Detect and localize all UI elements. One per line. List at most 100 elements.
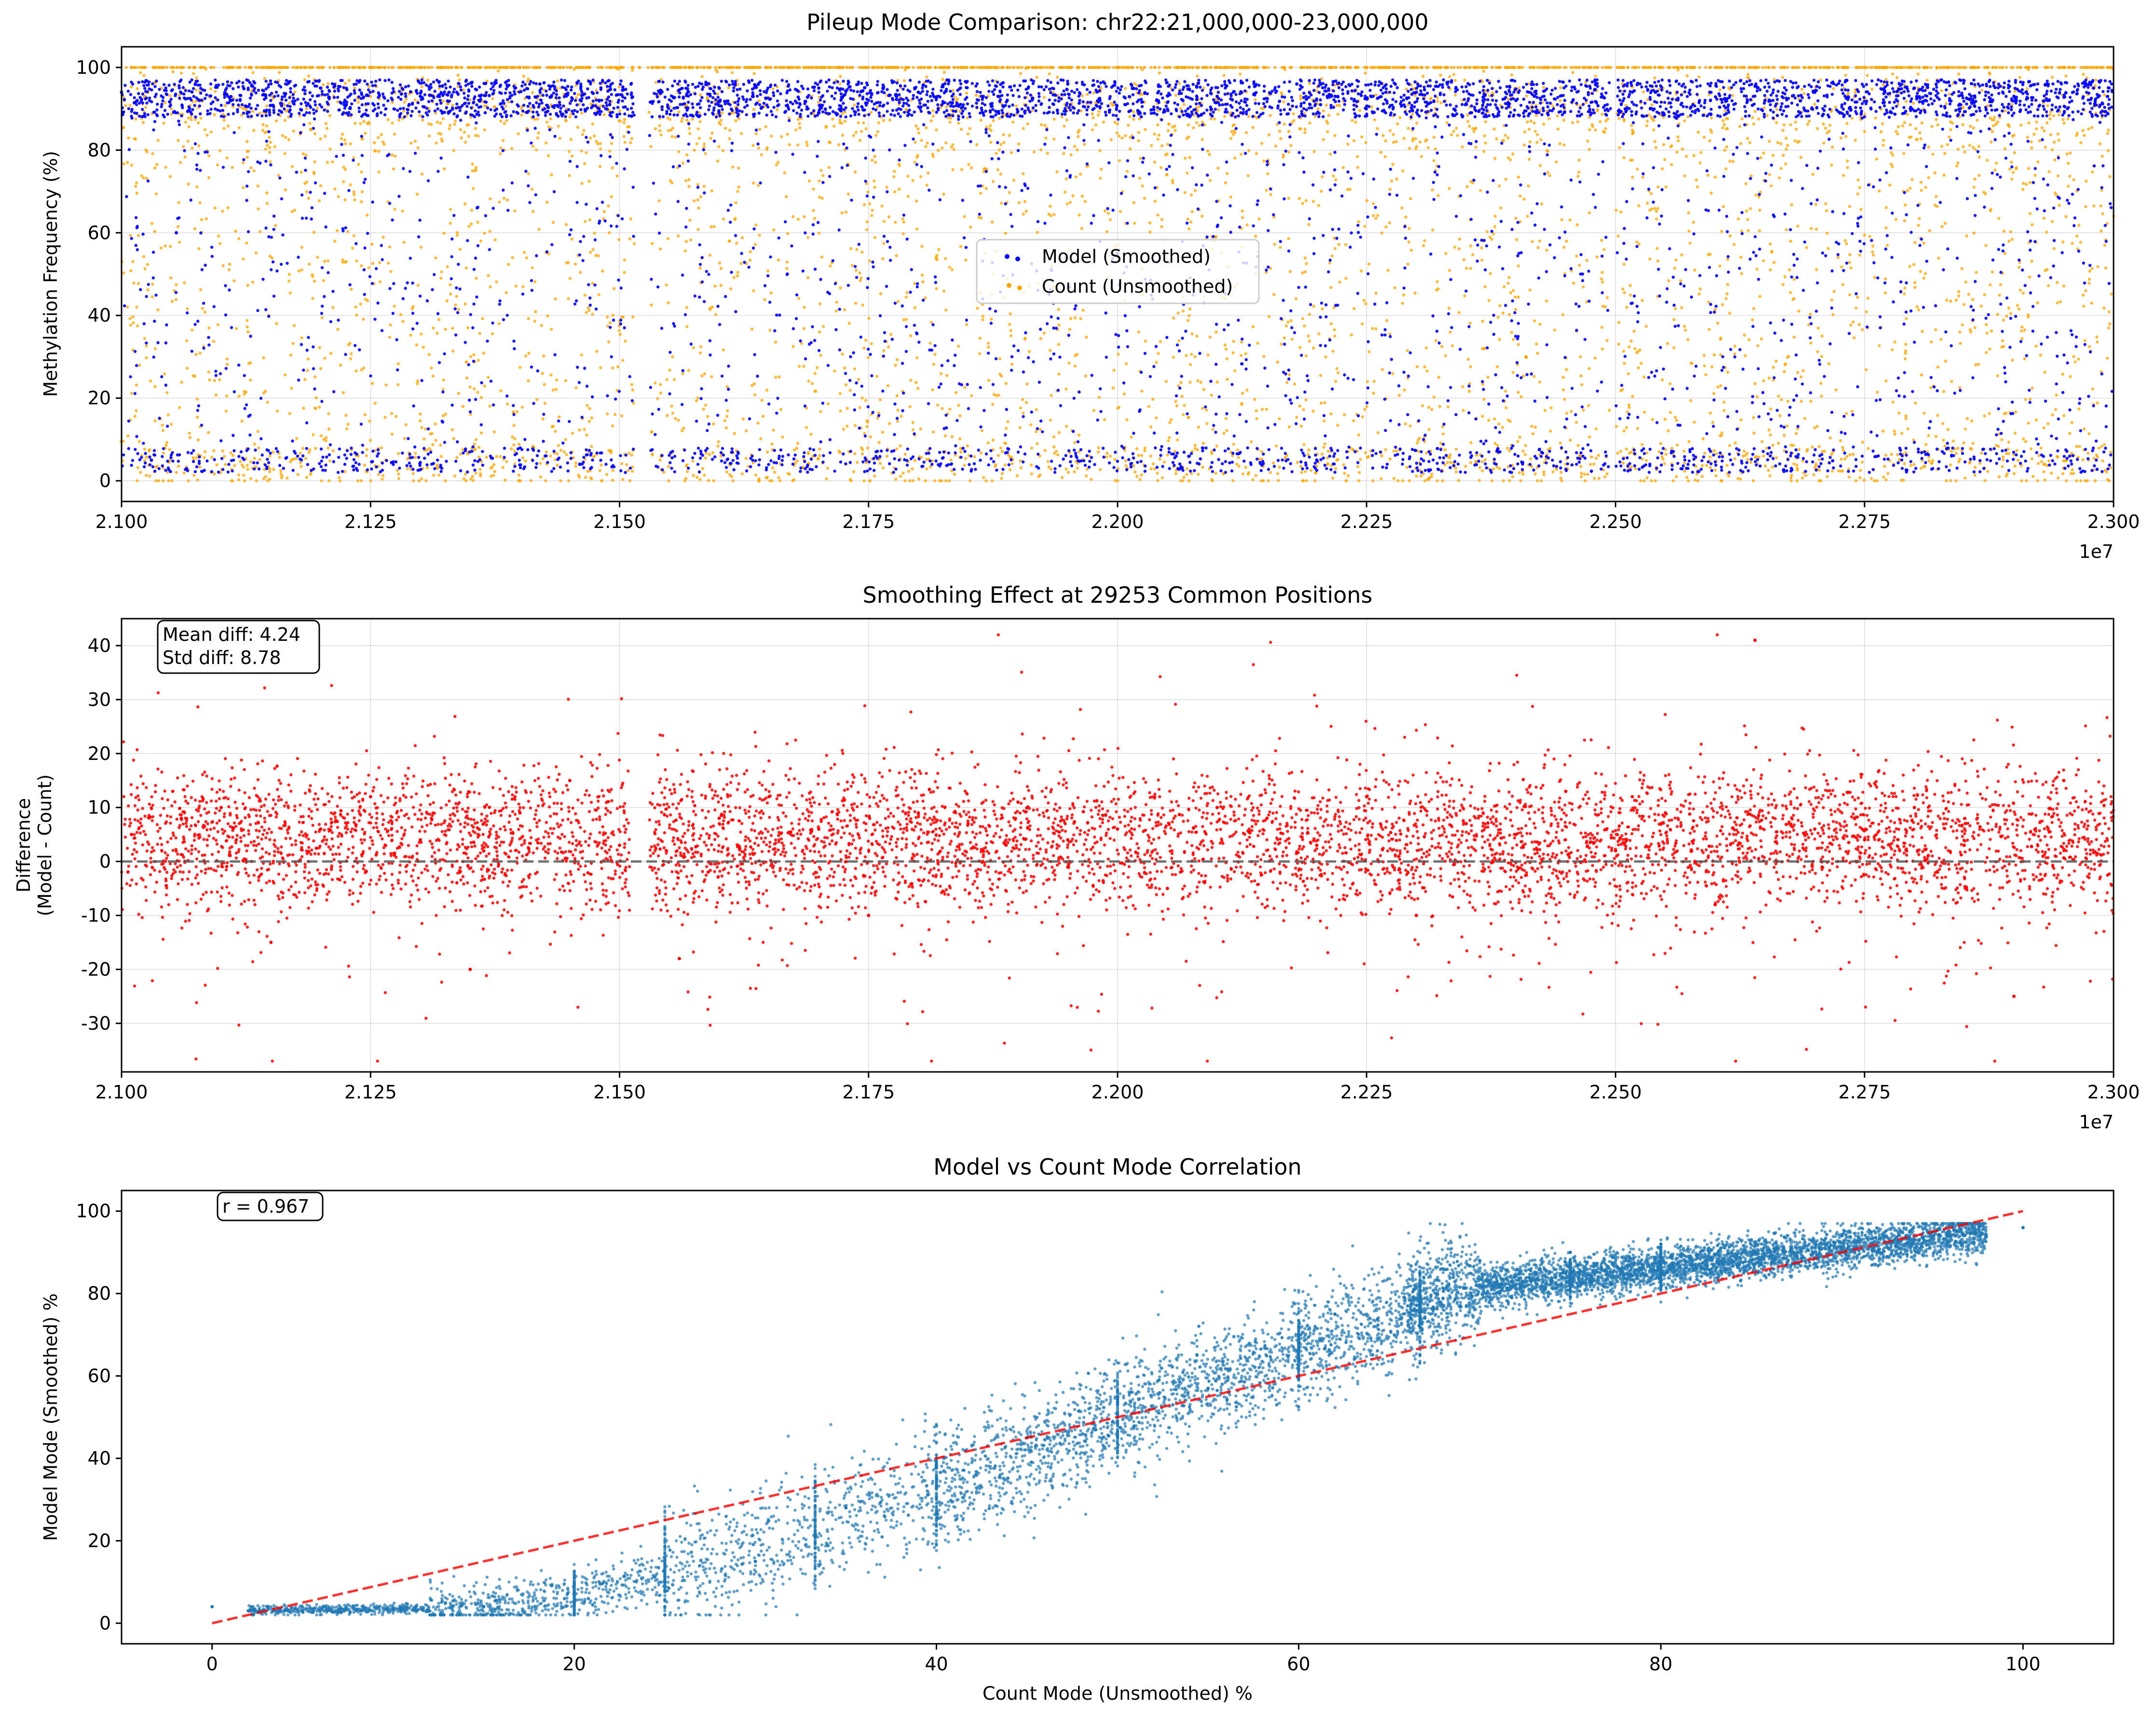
count-point bbox=[1324, 442, 1326, 445]
count-point bbox=[1488, 235, 1491, 238]
count-point bbox=[768, 329, 771, 332]
count-point bbox=[1150, 144, 1153, 147]
count-point bbox=[1840, 265, 1843, 268]
count-point bbox=[428, 447, 431, 450]
count-point bbox=[213, 473, 216, 475]
count-point bbox=[722, 149, 724, 152]
count-point bbox=[1935, 195, 1938, 198]
count-point bbox=[617, 119, 620, 122]
count-point bbox=[145, 356, 148, 359]
count-point bbox=[1792, 444, 1795, 447]
count-point bbox=[1197, 473, 1200, 476]
count-point bbox=[1216, 380, 1219, 383]
count-point bbox=[1305, 398, 1308, 401]
count-point bbox=[951, 435, 954, 438]
count-point bbox=[1411, 139, 1414, 142]
count-point bbox=[1245, 131, 1248, 134]
count-point bbox=[1497, 316, 1500, 319]
count-point bbox=[1458, 238, 1461, 241]
count-point bbox=[819, 169, 822, 172]
count-point bbox=[1924, 272, 1927, 275]
count-point bbox=[2083, 428, 2086, 431]
count-point bbox=[1942, 174, 1945, 176]
count-point bbox=[192, 72, 195, 75]
count-point bbox=[621, 359, 624, 362]
count-point bbox=[356, 479, 359, 482]
count-point bbox=[463, 477, 465, 480]
count-point bbox=[994, 465, 996, 468]
count-point bbox=[1990, 141, 1992, 144]
count-point bbox=[925, 184, 928, 187]
count-point bbox=[249, 166, 252, 169]
count-point bbox=[151, 283, 154, 285]
count-point bbox=[1834, 106, 1837, 108]
count-point bbox=[391, 122, 394, 124]
count-point bbox=[1714, 469, 1717, 472]
count-point bbox=[1996, 313, 1999, 316]
count-point bbox=[1276, 472, 1279, 475]
count-point bbox=[984, 479, 987, 482]
count-point bbox=[538, 66, 541, 69]
count-point bbox=[328, 460, 331, 462]
count-point bbox=[1601, 113, 1604, 116]
count-point bbox=[1291, 338, 1294, 340]
count-point bbox=[1143, 449, 1146, 452]
count-point bbox=[1462, 258, 1465, 261]
count-point bbox=[1594, 357, 1597, 360]
count-point bbox=[1118, 159, 1121, 162]
count-point bbox=[148, 474, 151, 477]
count-point bbox=[462, 405, 464, 408]
count-point bbox=[456, 231, 459, 234]
count-point bbox=[1533, 375, 1536, 378]
count-point bbox=[2027, 421, 2030, 424]
count-point bbox=[699, 66, 702, 69]
count-point bbox=[980, 119, 982, 122]
count-point bbox=[1916, 72, 1919, 75]
count-point bbox=[860, 447, 863, 449]
count-point bbox=[442, 379, 445, 381]
count-point bbox=[1124, 460, 1127, 462]
count-point bbox=[1423, 365, 1426, 368]
count-point bbox=[1529, 120, 1532, 122]
count-point bbox=[1625, 426, 1628, 429]
count-point bbox=[574, 262, 577, 265]
count-point bbox=[246, 330, 249, 333]
count-point bbox=[1530, 425, 1533, 428]
count-point bbox=[916, 127, 919, 130]
count-point bbox=[1665, 186, 1667, 189]
count-point bbox=[1320, 189, 1323, 192]
count-point bbox=[224, 463, 227, 466]
count-point bbox=[207, 326, 210, 329]
count-point bbox=[1305, 479, 1308, 482]
count-point bbox=[1164, 153, 1167, 156]
count-point bbox=[1522, 450, 1525, 453]
count-point bbox=[453, 123, 456, 126]
count-point bbox=[1449, 461, 1452, 464]
count-point bbox=[1870, 477, 1873, 480]
count-point bbox=[1434, 339, 1437, 342]
count-point bbox=[2066, 117, 2069, 120]
count-point bbox=[403, 437, 406, 440]
count-point bbox=[268, 470, 271, 473]
count-point bbox=[1323, 420, 1325, 422]
count-point bbox=[377, 473, 380, 476]
count-point bbox=[838, 121, 841, 124]
count-point bbox=[1848, 475, 1851, 478]
count-point bbox=[333, 188, 336, 190]
count-point bbox=[1478, 66, 1481, 69]
count-point bbox=[1773, 261, 1775, 264]
count-point bbox=[1582, 408, 1585, 411]
count-point bbox=[1469, 244, 1472, 247]
count-point bbox=[703, 143, 706, 146]
count-point bbox=[805, 141, 808, 144]
count-point bbox=[1656, 185, 1659, 188]
count-point bbox=[1278, 466, 1281, 469]
count-point bbox=[178, 241, 181, 244]
count-point bbox=[1468, 125, 1471, 128]
count-point bbox=[397, 473, 400, 475]
count-point bbox=[1795, 128, 1798, 131]
count-point bbox=[693, 149, 696, 151]
count-point bbox=[1165, 173, 1168, 176]
count-point bbox=[1726, 127, 1729, 130]
count-point bbox=[1939, 338, 1942, 341]
